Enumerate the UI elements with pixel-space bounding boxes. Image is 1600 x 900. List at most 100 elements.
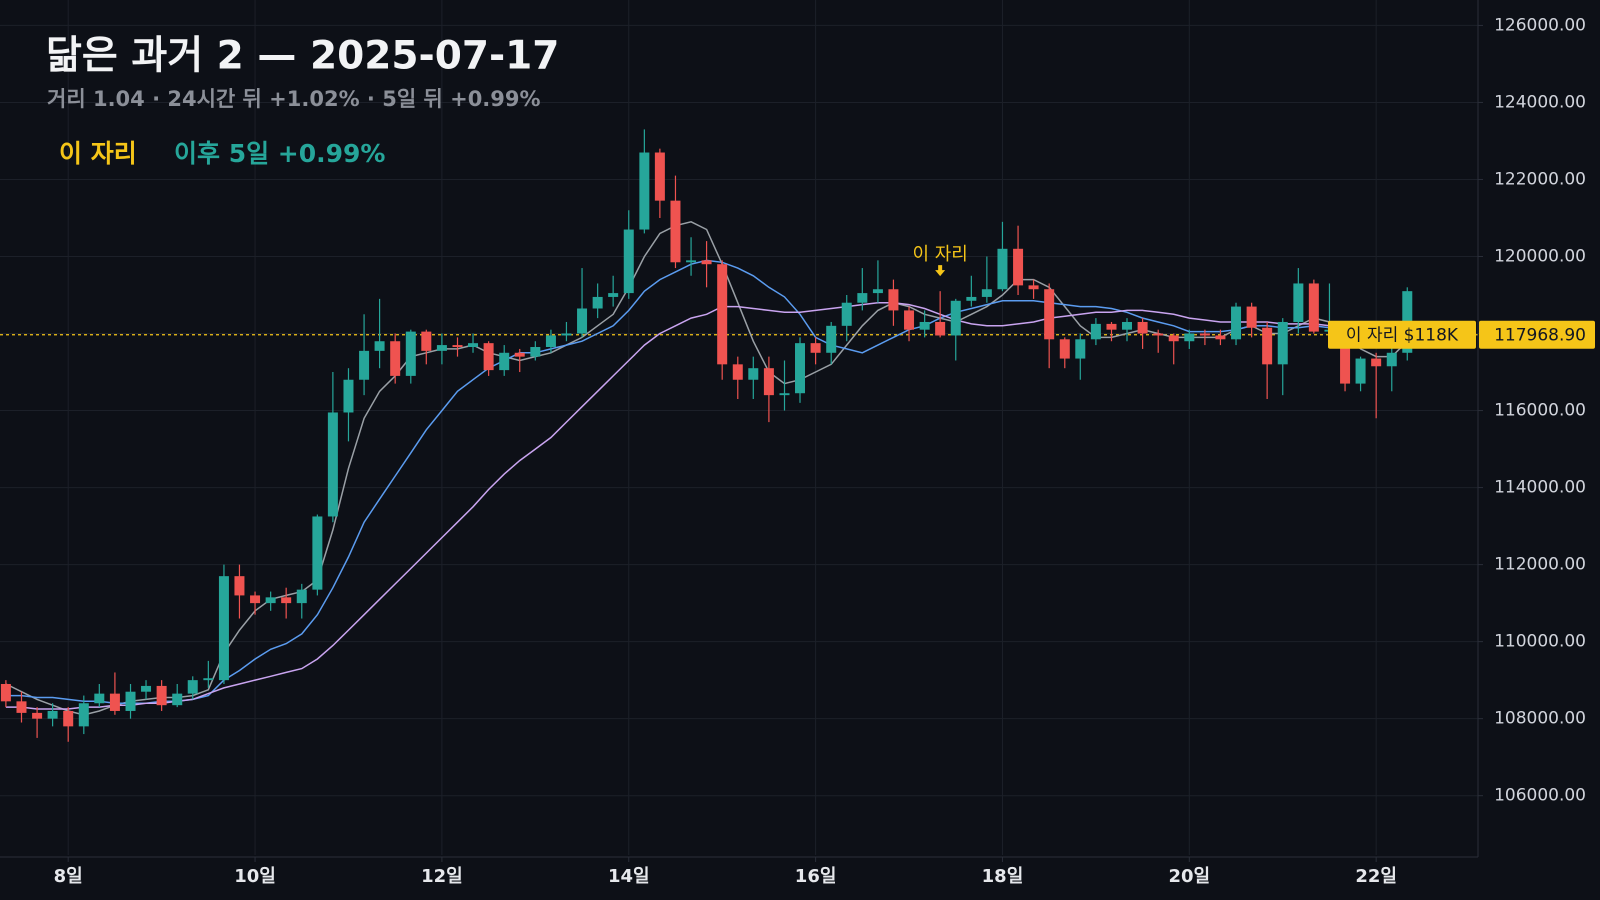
- candle-body: [1293, 283, 1304, 322]
- x-tick-label: 16일: [795, 866, 837, 887]
- candle-body: [312, 516, 323, 590]
- candle-body: [795, 343, 806, 394]
- candle-body: [779, 393, 790, 396]
- y-tick-label: 108000.00: [1494, 709, 1586, 729]
- candle-body: [592, 296, 603, 309]
- candle-body: [654, 152, 665, 201]
- candle-body: [545, 335, 556, 348]
- x-tick-label: 8일: [54, 866, 83, 887]
- candle-body: [1090, 323, 1101, 340]
- candle-body: [1044, 289, 1055, 340]
- candle-body: [1277, 321, 1288, 365]
- candle-body: [561, 333, 572, 336]
- y-tick-label: 122000.00: [1494, 169, 1586, 189]
- chart-subtitle: 거리 1.04 · 24시간 뒤 +1.02% · 5일 뒤 +0.99%: [47, 87, 541, 111]
- candle-body: [888, 289, 899, 311]
- candle-body: [1028, 285, 1039, 290]
- candle-body: [997, 248, 1008, 290]
- candle-body: [872, 289, 883, 294]
- candle-body: [623, 229, 634, 294]
- candle-body: [390, 341, 401, 376]
- candle-body: [1106, 323, 1117, 330]
- x-tick-label: 14일: [608, 866, 650, 887]
- y-tick-label: 106000.00: [1494, 786, 1586, 806]
- candle-body: [670, 200, 681, 263]
- x-tick-label: 10일: [234, 866, 276, 887]
- overlay: 106000.00 108000.00 110000.00 112000.00 1140…: [54, 15, 1595, 887]
- x-tick-label: 22일: [1355, 866, 1397, 887]
- candle-body: [826, 325, 837, 353]
- candle-body: [1199, 333, 1210, 336]
- candle-body: [32, 712, 43, 719]
- candle-body: [717, 264, 728, 365]
- candle-body: [94, 693, 105, 704]
- y-tick-label: 114000.00: [1494, 478, 1586, 498]
- candle-body: [1371, 358, 1382, 367]
- annotation-arrow: [935, 265, 946, 277]
- candle-body: [141, 685, 152, 692]
- candle-body: [857, 293, 868, 303]
- candle-body: [950, 300, 961, 336]
- x-tick-label: 20일: [1169, 866, 1211, 887]
- candle-body: [1215, 335, 1226, 340]
- candle-body: [608, 293, 619, 297]
- y-tick-label: 120000.00: [1494, 247, 1586, 267]
- candle-body: [374, 341, 385, 351]
- candle-body: [1184, 333, 1195, 342]
- candle-body: [47, 710, 58, 719]
- x-tick-label: 18일: [982, 866, 1024, 887]
- candle-body: [1013, 248, 1024, 286]
- candle-body: [748, 368, 759, 380]
- candle-body: [0, 684, 11, 702]
- candle-body: [1121, 321, 1132, 330]
- candle-body: [187, 680, 198, 694]
- candle-body: [327, 412, 338, 517]
- candle-body: [810, 343, 821, 353]
- legend-item: 이후 5일 +0.99%: [174, 139, 385, 168]
- candle-body: [421, 331, 432, 351]
- candle-body: [483, 343, 494, 371]
- candle-body: [1137, 321, 1148, 334]
- x-tick-label: 12일: [421, 866, 463, 887]
- candle-body: [1168, 335, 1179, 342]
- candle-body: [935, 321, 946, 336]
- candle-body: [1231, 306, 1242, 340]
- price-tag-box: [1328, 320, 1476, 349]
- candle-body: [296, 589, 307, 604]
- candle-body: [981, 289, 992, 297]
- candle-body: [1059, 339, 1070, 359]
- candle-body: [250, 595, 261, 604]
- candle-body: [265, 597, 276, 604]
- candle-body: [1340, 329, 1351, 384]
- candle-body: [203, 678, 214, 681]
- candle-body: [1075, 339, 1086, 359]
- candle-body: [1246, 306, 1257, 328]
- candle-body: [514, 352, 525, 357]
- candle-body: [16, 701, 27, 713]
- line-series: [5, 301, 1408, 710]
- candle-body: [468, 343, 479, 348]
- price-axis-label: 117968.90: [1494, 326, 1586, 346]
- y-tick-label: 110000.00: [1494, 632, 1586, 652]
- y-tick-label: 112000.00: [1494, 555, 1586, 575]
- annotation-label: 이 자리: [912, 244, 967, 265]
- candle-body: [639, 152, 650, 230]
- candle-body: [686, 260, 697, 263]
- candle-body: [732, 364, 743, 380]
- candle-body: [1386, 352, 1397, 367]
- candle-body: [1153, 333, 1164, 336]
- candle-body: [125, 691, 136, 711]
- candle-body: [156, 685, 167, 706]
- candle-body: [343, 379, 354, 413]
- candle-body: [499, 352, 510, 371]
- candle-body: [701, 260, 712, 265]
- candle-body: [904, 310, 915, 330]
- candle-body: [281, 597, 292, 604]
- candle-body: [234, 576, 245, 596]
- y-tick-label: 124000.00: [1494, 92, 1586, 112]
- candle-body: [405, 331, 416, 376]
- y-tick-label: 126000.00: [1494, 15, 1586, 35]
- candle-body: [841, 302, 852, 326]
